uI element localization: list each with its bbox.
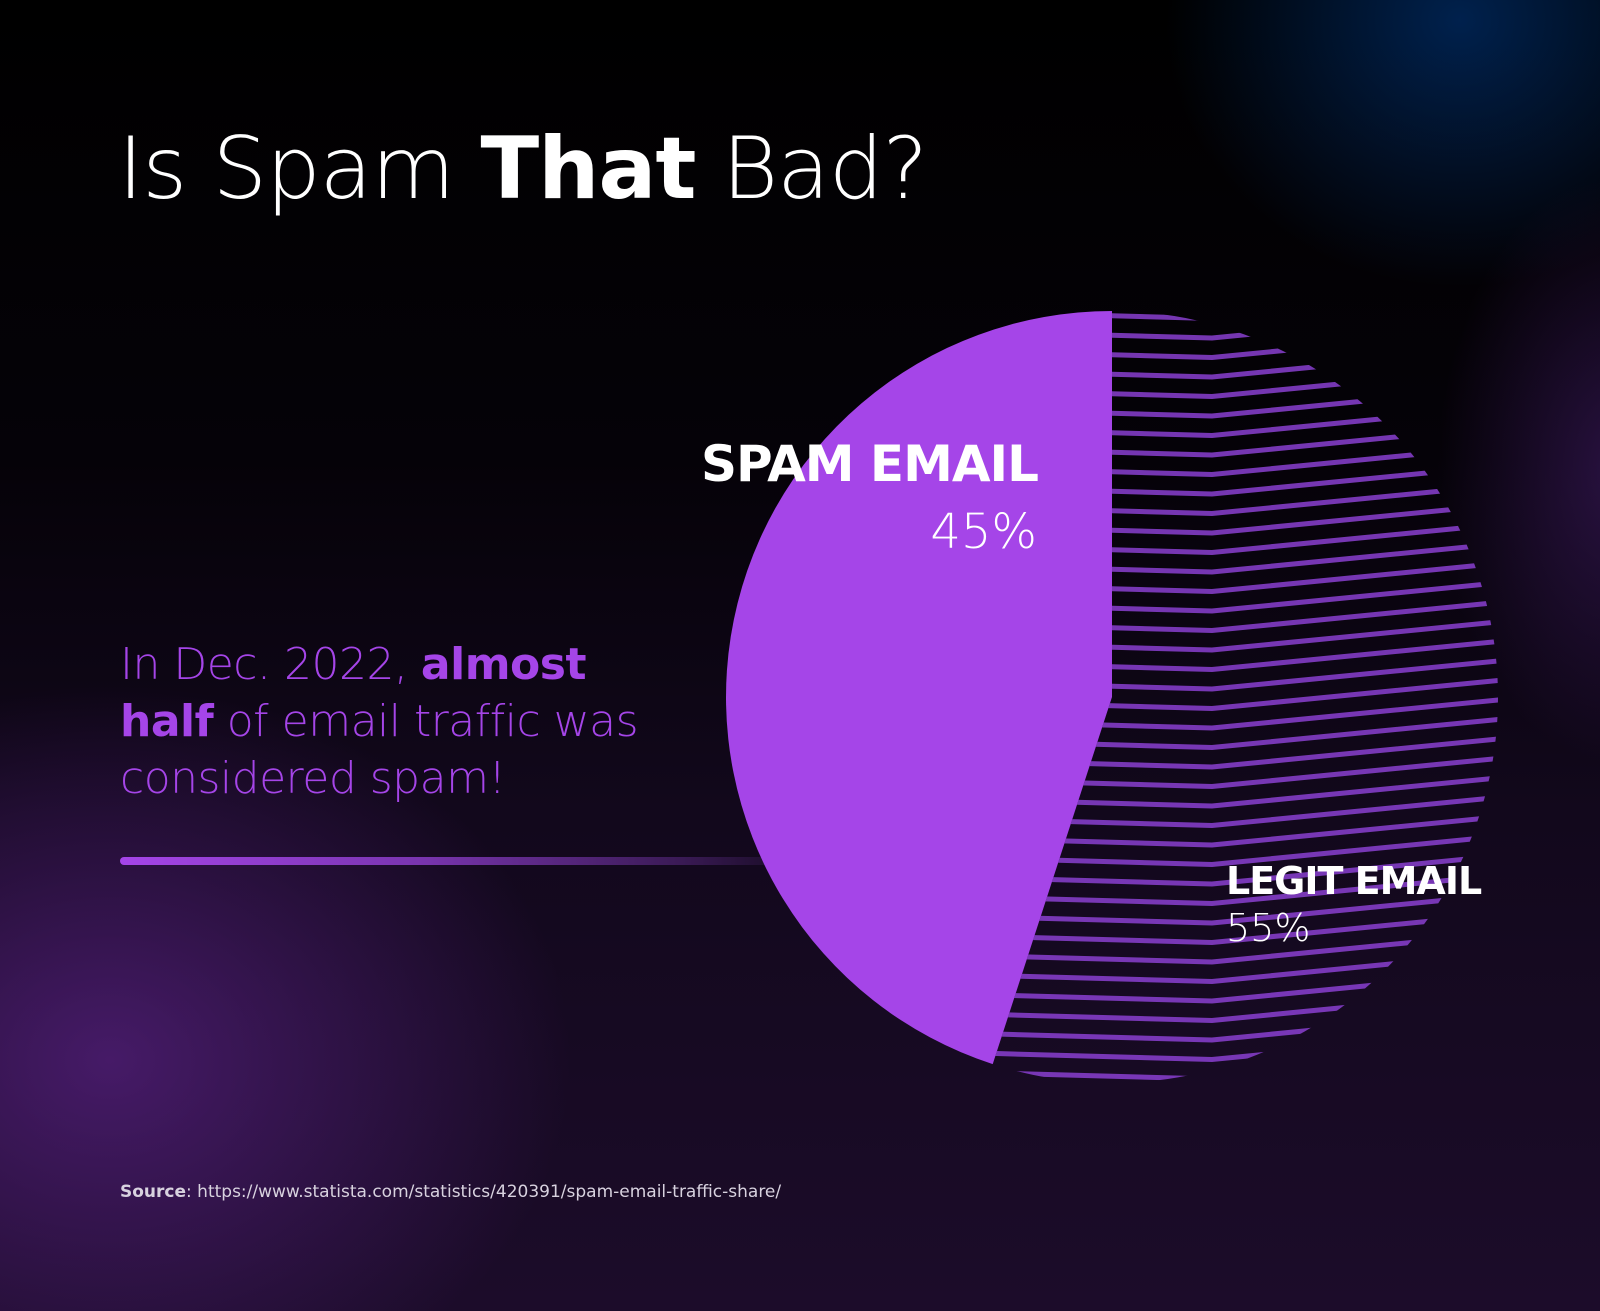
slice-label-spam: SPAM EMAIL [701, 435, 1039, 493]
page-title: Is Spam That Bad? [118, 118, 928, 221]
legit-stripe [992, 617, 1499, 653]
slice-label-legit: LEGIT EMAIL [1226, 859, 1482, 903]
legit-stripe [992, 461, 1499, 497]
legit-stripe [992, 1046, 1499, 1082]
legit-stripe [992, 910, 1499, 946]
pie-slice-spam [726, 311, 1112, 1065]
legit-stripe [992, 481, 1499, 517]
callout-part-3: of email traffic was considered spam! [120, 696, 639, 804]
legit-stripe [992, 773, 1499, 809]
callout-text: In Dec. 2022, almost half of email traff… [120, 636, 680, 807]
legit-stripe [992, 539, 1499, 575]
legit-stripe [992, 598, 1499, 634]
title-part-3: Bad? [695, 119, 928, 219]
legit-stripe [992, 968, 1499, 1004]
legit-stripe [992, 871, 1499, 907]
legit-stripe [992, 676, 1499, 712]
legit-stripe [992, 500, 1499, 536]
source-note: Source: https://www.statista.com/statist… [120, 1180, 781, 1204]
legit-stripe [992, 1007, 1499, 1043]
slice-value-legit: 55% [1226, 906, 1311, 950]
legit-stripe [992, 559, 1499, 595]
legit-stripe [992, 734, 1499, 770]
legit-stripe [992, 656, 1499, 692]
legit-stripe [992, 832, 1499, 868]
legit-stripe [992, 695, 1499, 731]
legit-stripe [992, 637, 1499, 673]
title-emphasis: That [480, 119, 697, 219]
legit-stripe [992, 890, 1499, 926]
legit-stripe [992, 851, 1499, 887]
source-url: https://www.statista.com/statistics/4203… [197, 1182, 782, 1202]
slice-value-spam: 45% [930, 504, 1037, 560]
legit-stripe [992, 715, 1499, 751]
divider-line [120, 857, 780, 865]
legit-stripe [992, 578, 1499, 614]
source-separator: : [186, 1182, 198, 1202]
legit-stripe [992, 793, 1499, 829]
source-label: Source [120, 1182, 187, 1202]
legit-stripe [992, 1066, 1499, 1083]
legit-stripe [706, 269, 1518, 299]
legit-stripe [992, 1027, 1499, 1063]
legit-stripe [992, 754, 1499, 790]
callout-emphasis: almost half [120, 639, 587, 747]
legit-stripe [992, 812, 1499, 848]
title-part-1: Is Spam [118, 119, 481, 219]
legit-stripe [992, 988, 1499, 1024]
callout-part-1: In Dec. 2022, [120, 639, 421, 690]
legit-stripe [992, 520, 1499, 556]
